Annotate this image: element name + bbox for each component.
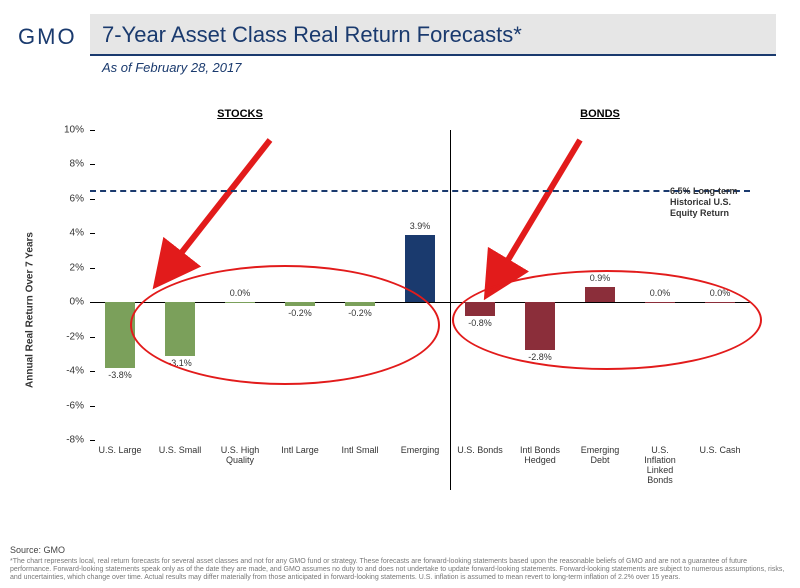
ytick-label: 8% [70,159,84,170]
page-subtitle: As of February 28, 2017 [102,60,241,75]
y-axis-label: Annual Real Return Over 7 Years [25,232,36,388]
ytick-label: 2% [70,262,84,273]
header: GMO 7-Year Asset Class Real Return Forec… [0,0,800,72]
x-axis-label: Intl Small [335,446,385,456]
x-axis-label: U.S. Large [95,446,145,456]
ytick [90,233,95,234]
annotation-ellipse [452,270,762,370]
x-axis-label: Intl Large [275,446,325,456]
annotation-arrow [160,140,270,280]
bar [105,302,135,367]
bar-value-label: 3.9% [410,221,431,231]
ytick-label: 10% [64,125,84,136]
x-axis-label: Emerging [395,446,445,456]
ytick-label: -2% [66,331,84,342]
reference-line [90,190,750,192]
disclaimer-text: *The chart represents local, real return… [10,558,790,582]
chart: Annual Real Return Over 7 Years -8%-6%-4… [40,130,760,490]
x-axis-label: U.S. Cash [695,446,745,456]
ytick [90,130,95,131]
group-label: BONDS [580,108,620,120]
ytick [90,440,95,441]
annotation-arrow [490,140,580,290]
logo: GMO [18,24,77,50]
bar-value-label: -3.8% [108,370,132,380]
page-title: 7-Year Asset Class Real Return Forecasts… [102,22,764,48]
ytick [90,164,95,165]
x-axis-label: U.S. High Quality [215,446,265,466]
x-axis-label: Intl Bonds Hedged [515,446,565,466]
ytick-label: 6% [70,193,84,204]
ytick-label: 0% [70,297,84,308]
x-axis-label: U.S. Bonds [455,446,505,456]
title-box: 7-Year Asset Class Real Return Forecasts… [90,14,776,56]
ytick [90,199,95,200]
footer: Source: GMO *The chart represents local,… [10,545,790,582]
group-separator [450,130,451,490]
reference-line-label: 6.5% Long-term Historical U.S. Equity Re… [670,186,760,218]
x-axis-label: Emerging Debt [575,446,625,466]
ytick-label: -6% [66,400,84,411]
ytick [90,268,95,269]
group-label: STOCKS [217,108,263,120]
ytick [90,371,95,372]
ytick [90,406,95,407]
ytick-label: 4% [70,228,84,239]
ytick-label: -4% [66,366,84,377]
x-axis-label: U.S. Small [155,446,205,456]
ytick-label: -8% [66,435,84,446]
annotation-ellipse [130,265,440,385]
source-text: Source: GMO [10,545,790,555]
ytick [90,337,95,338]
x-axis-label: U.S. Inflation Linked Bonds [635,446,685,486]
plot-area: -8%-6%-4%-2%0%2%4%6%8%10%6.5% Long-term … [90,130,750,440]
